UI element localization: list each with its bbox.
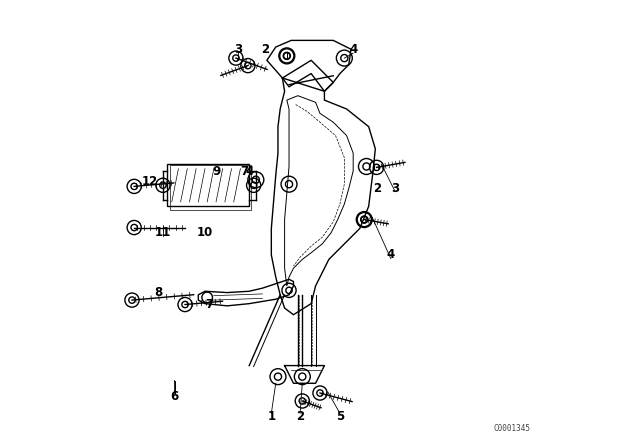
Text: 4: 4 (349, 43, 357, 56)
Text: 2: 2 (296, 410, 304, 423)
Text: 3: 3 (234, 43, 242, 56)
Text: 9: 9 (212, 165, 220, 178)
Text: 1: 1 (268, 410, 275, 423)
Text: 3: 3 (391, 182, 399, 195)
Text: 8: 8 (154, 286, 163, 299)
Text: 7: 7 (205, 298, 214, 311)
Text: 5: 5 (336, 410, 344, 423)
Text: 7: 7 (241, 165, 249, 178)
Text: C0001345: C0001345 (493, 424, 530, 433)
Text: 11: 11 (155, 226, 171, 239)
Text: 4: 4 (387, 249, 395, 262)
Text: 4: 4 (245, 165, 253, 178)
Text: 6: 6 (170, 390, 178, 403)
Text: 12: 12 (141, 176, 158, 189)
Text: 2: 2 (260, 43, 269, 56)
Text: 10: 10 (197, 226, 213, 239)
Text: 2: 2 (374, 182, 381, 195)
